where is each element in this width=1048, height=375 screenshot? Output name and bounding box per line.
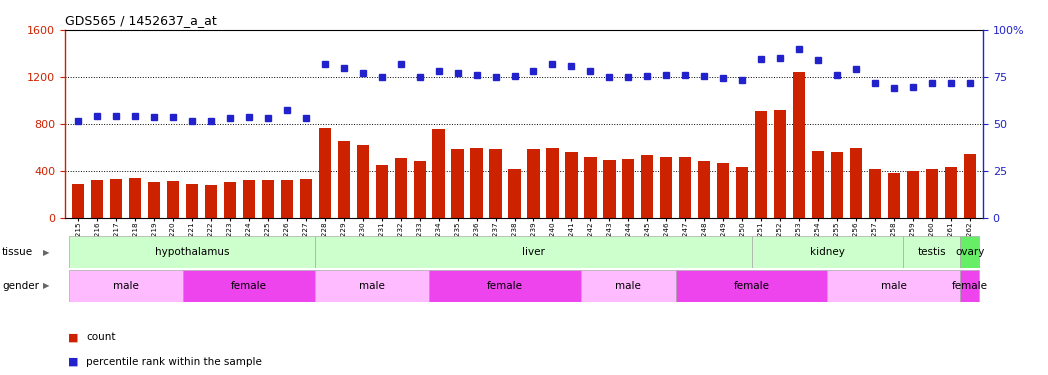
Text: count: count (86, 333, 115, 342)
Bar (110, 179, 123, 218)
Bar (527, 149, 540, 217)
Bar (72, 183, 85, 218)
Bar (204, 185, 217, 218)
Text: tissue: tissue (2, 247, 34, 257)
Text: GDS565 / 1452637_a_at: GDS565 / 1452637_a_at (65, 15, 217, 27)
Bar (337, 141, 350, 218)
Bar (641, 155, 654, 218)
Bar (660, 157, 673, 218)
Bar (584, 157, 596, 218)
Bar (69, 236, 315, 268)
Bar (319, 128, 331, 217)
Bar (755, 111, 767, 218)
Bar (944, 166, 957, 218)
Text: ▶: ▶ (43, 248, 49, 257)
Text: ▶: ▶ (43, 281, 49, 290)
Bar (793, 72, 805, 217)
Bar (828, 270, 960, 302)
Bar (903, 236, 960, 268)
Text: female: female (231, 281, 267, 291)
Bar (356, 146, 369, 218)
Bar (850, 148, 863, 217)
Bar (315, 236, 751, 268)
Bar (91, 180, 104, 218)
Bar (963, 154, 976, 218)
Bar (281, 180, 293, 218)
Bar (69, 270, 182, 302)
Bar (581, 270, 676, 302)
Text: percentile rank within the sample: percentile rank within the sample (86, 357, 262, 367)
Bar (698, 160, 711, 218)
Text: male: male (359, 281, 386, 291)
Text: kidney: kidney (810, 247, 845, 257)
Bar (243, 180, 255, 218)
Text: liver: liver (522, 247, 545, 257)
Text: hypothalamus: hypothalamus (155, 247, 230, 257)
Text: female: female (952, 281, 988, 291)
Bar (394, 158, 407, 218)
Bar (676, 270, 828, 302)
Text: female: female (734, 281, 769, 291)
Text: ovary: ovary (955, 247, 984, 257)
Bar (831, 152, 844, 217)
Bar (148, 182, 160, 218)
Bar (960, 236, 979, 268)
Bar (489, 149, 502, 217)
Bar (736, 167, 748, 217)
Text: male: male (881, 281, 907, 291)
Bar (623, 159, 634, 218)
Bar (315, 270, 430, 302)
Text: female: female (487, 281, 523, 291)
Bar (185, 184, 198, 218)
Bar (717, 163, 729, 218)
Text: ■: ■ (68, 333, 79, 342)
Bar (430, 270, 581, 302)
Bar (433, 129, 444, 218)
Bar (546, 148, 559, 217)
Bar (960, 270, 979, 302)
Bar (167, 181, 179, 218)
Text: testis: testis (917, 247, 946, 257)
Bar (129, 178, 141, 218)
Bar (262, 180, 275, 218)
Bar (812, 151, 824, 217)
Text: male: male (113, 281, 138, 291)
Bar (471, 148, 483, 217)
Text: male: male (615, 281, 641, 291)
Bar (414, 161, 425, 218)
Bar (888, 173, 900, 217)
Bar (182, 270, 315, 302)
Bar (300, 179, 312, 218)
Bar (869, 170, 881, 217)
Bar (773, 110, 786, 218)
Bar (224, 182, 236, 218)
Bar (604, 160, 615, 218)
Text: gender: gender (2, 281, 39, 291)
Bar (508, 169, 521, 217)
Text: ■: ■ (68, 357, 79, 367)
Bar (751, 236, 903, 268)
Bar (925, 169, 938, 217)
Bar (452, 149, 464, 217)
Bar (679, 157, 692, 218)
Bar (375, 165, 388, 218)
Bar (907, 171, 919, 217)
Bar (565, 152, 577, 217)
